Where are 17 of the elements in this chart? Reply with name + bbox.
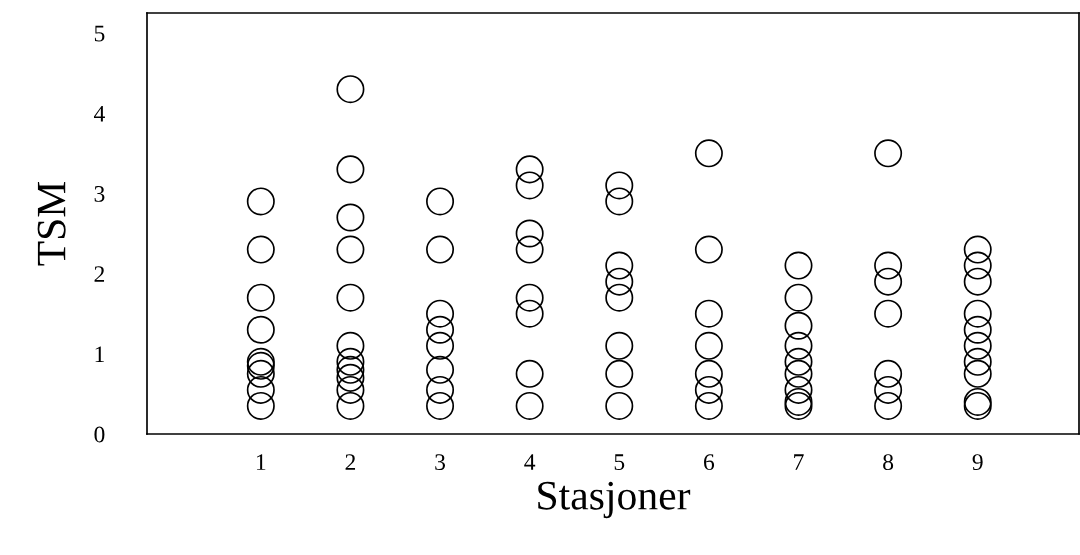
y-tick-label: 3 — [94, 185, 105, 202]
x-tick-label: 1 — [256, 454, 266, 470]
x-tick-label: 9 — [972, 454, 983, 471]
x-tick-label: 4 — [524, 454, 536, 470]
y-tick-label: 4 — [93, 105, 105, 122]
y-tick-label: 5 — [94, 25, 105, 42]
x-tick-label: 3 — [435, 454, 446, 471]
x-axis-title: Stasjoner — [538, 481, 691, 519]
x-tick-label: 2 — [345, 454, 356, 470]
x-tick-label: 7 — [794, 454, 804, 470]
y-tick-label: 0 — [94, 426, 105, 443]
y-tick-label: 1 — [95, 346, 104, 362]
y-tick-label: 2 — [94, 266, 105, 282]
x-tick-label: 6 — [704, 454, 715, 471]
x-tick-label: 8 — [883, 454, 894, 471]
y-axis-title: TSM — [37, 181, 66, 266]
x-tick-label: 5 — [614, 454, 625, 471]
